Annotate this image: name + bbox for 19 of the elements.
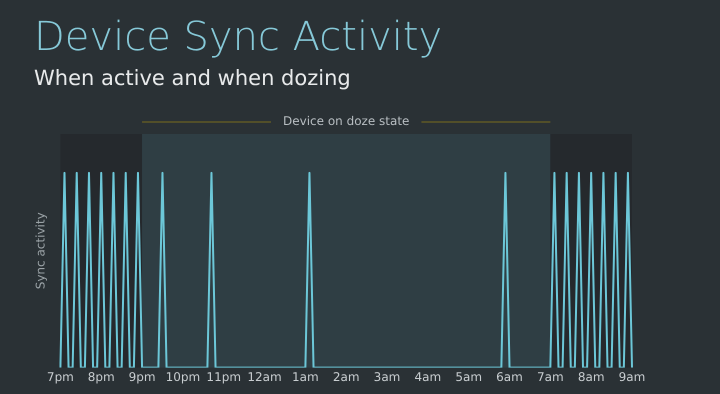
- x-tick-label: 1am: [292, 370, 319, 384]
- chart-subtitle: When active and when dozing: [34, 66, 351, 90]
- chart-title: Device Sync Activity: [34, 14, 442, 60]
- x-tick-label: 7pm: [46, 370, 74, 384]
- x-tick-label: 10pm: [166, 370, 200, 384]
- x-tick-label: 8am: [578, 370, 605, 384]
- x-tick-label: 5am: [455, 370, 482, 384]
- x-tick-label: 9pm: [128, 370, 156, 384]
- x-tick-label: 11pm: [206, 370, 242, 384]
- x-tick-label: 7am: [537, 370, 564, 384]
- x-tick-label: 8pm: [88, 370, 115, 384]
- x-tick-label: 12am: [247, 370, 282, 384]
- x-tick-label: 3am: [374, 370, 400, 384]
- band-label: Device on doze state: [282, 114, 410, 128]
- x-tick-label: 4am: [414, 370, 442, 384]
- x-tick-label: 9am: [618, 370, 646, 384]
- x-tick-label: 2am: [332, 370, 360, 384]
- x-tick-label: 6am: [496, 370, 523, 384]
- y-axis-title: Sync activity: [33, 212, 48, 290]
